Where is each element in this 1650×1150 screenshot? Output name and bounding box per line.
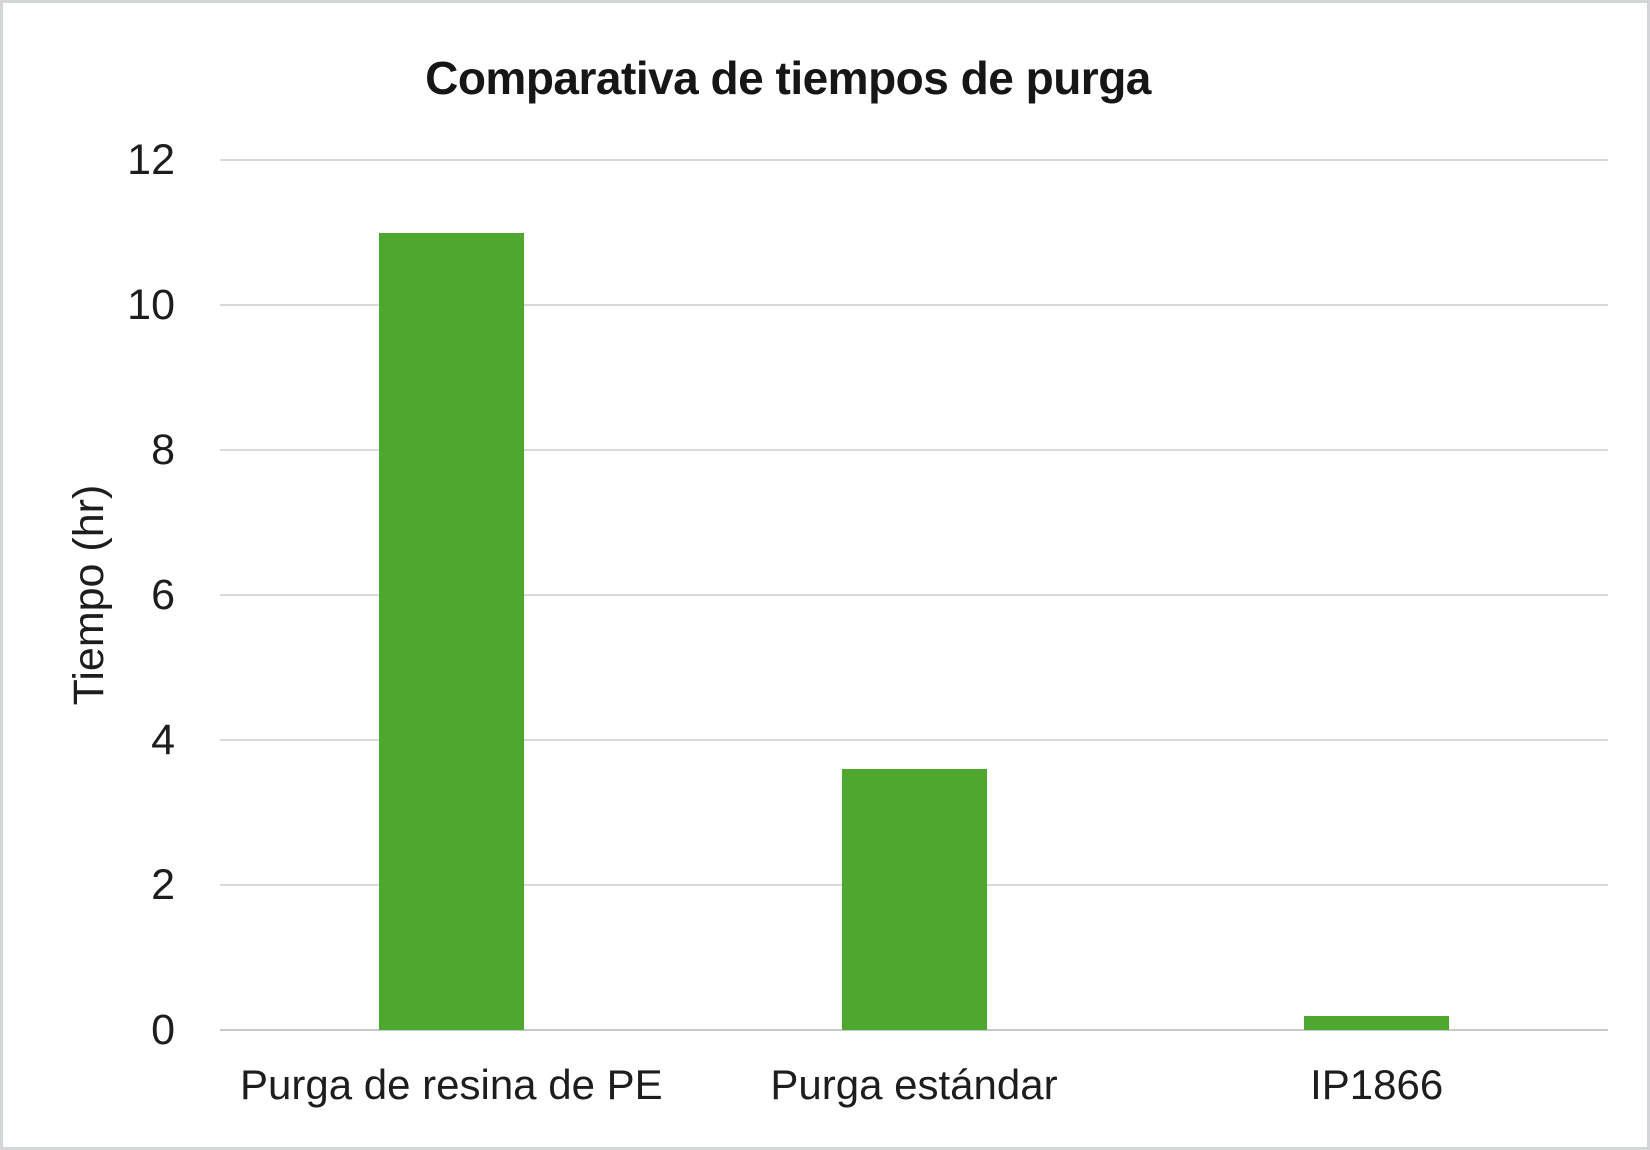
bar-1 [378, 232, 524, 1030]
y-tick-label-6: 6 [151, 571, 175, 619]
x-axis-line [220, 1029, 1608, 1031]
gridline-y-10 [220, 304, 1608, 306]
x-category-label-2: Purga estándar [770, 1061, 1058, 1108]
y-tick-label-10: 10 [127, 281, 175, 329]
x-category-label-3: IP1866 [1310, 1061, 1444, 1108]
bar-2 [841, 769, 987, 1030]
y-tick-label-0: 0 [151, 1006, 175, 1054]
bar-3 [1304, 1015, 1450, 1030]
gridline-y-6 [220, 594, 1608, 596]
y-tick-label-4: 4 [151, 716, 175, 764]
x-category-label-1: Purga de resina de PE [240, 1061, 663, 1108]
chart-title: Comparativa de tiempos de purga [425, 52, 1151, 104]
y-tick-label-12: 12 [127, 136, 175, 184]
gridline-y-4 [220, 739, 1608, 741]
y-tick-label-8: 8 [151, 426, 175, 474]
gridline-y-8 [220, 449, 1608, 451]
gridline-y-12 [220, 159, 1608, 161]
y-tick-label-2: 2 [151, 861, 175, 909]
